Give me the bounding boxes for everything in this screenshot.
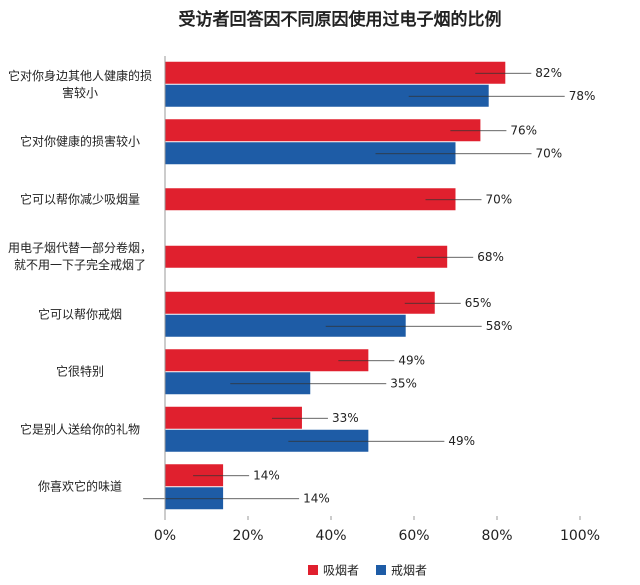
bar: [165, 349, 369, 372]
value-label: 14%: [253, 468, 280, 482]
value-label: 58%: [486, 319, 513, 333]
category-label: 它对你身边其他人健康的损害较小: [7, 68, 152, 100]
bar: [165, 61, 506, 84]
value-label: 49%: [398, 353, 425, 367]
chart-title: 受访者回答因不同原因使用过电子烟的比例: [179, 9, 502, 30]
value-label: 49%: [448, 434, 475, 448]
value-label: 70%: [486, 192, 513, 206]
value-label: 70%: [536, 146, 563, 160]
category-label: 它可以帮你戒烟: [37, 307, 122, 322]
value-label: 14%: [303, 491, 330, 505]
legend-label: 戒烟者: [391, 564, 427, 578]
category-label: 你喜欢它的味道: [37, 479, 122, 494]
bar: [165, 429, 369, 452]
value-label: 78%: [569, 89, 596, 103]
bar: [165, 119, 481, 142]
value-label: 68%: [477, 250, 504, 264]
value-label: 65%: [465, 296, 492, 310]
category-label: 它可以帮你减少吸烟量: [19, 192, 140, 207]
value-label: 76%: [510, 123, 537, 137]
category-label: 用电子烟代替一部分卷烟，就不用一下子完全戒烟了: [7, 241, 152, 273]
legend-label: 吸烟者: [323, 564, 359, 578]
bar: [165, 372, 311, 395]
x-tick-label: 0%: [154, 528, 176, 544]
bar: [165, 314, 406, 337]
bar: [165, 142, 456, 165]
x-tick-label: 80%: [481, 528, 512, 544]
category-label: 它对你健康的损害较小: [19, 134, 140, 149]
bar: [165, 291, 435, 314]
legend-swatch: [308, 565, 318, 575]
value-label: 82%: [535, 66, 562, 80]
value-label: 35%: [390, 376, 417, 390]
bar: [165, 487, 224, 510]
value-label: 33%: [332, 411, 359, 425]
bar: [165, 464, 224, 487]
category-label: 它很特别: [55, 364, 104, 379]
x-tick-label: 100%: [560, 528, 600, 544]
bar: [165, 84, 489, 107]
x-tick-label: 40%: [315, 528, 346, 544]
legend-swatch: [376, 565, 386, 575]
bar: [165, 406, 302, 429]
category-label: 它是别人送给你的礼物: [19, 422, 140, 437]
x-tick-label: 60%: [398, 528, 429, 544]
x-tick-label: 20%: [232, 528, 263, 544]
bar: [165, 245, 448, 268]
bar: [165, 188, 456, 211]
